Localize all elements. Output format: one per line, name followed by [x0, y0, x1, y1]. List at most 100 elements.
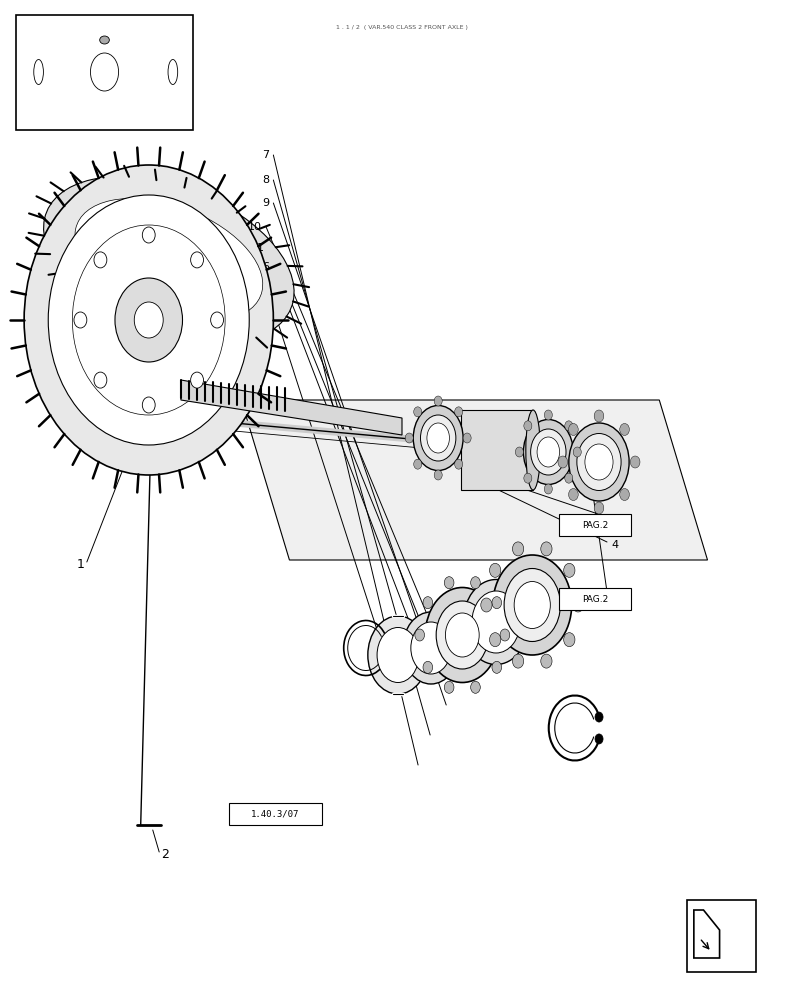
Circle shape	[568, 423, 577, 435]
Circle shape	[444, 681, 454, 693]
Ellipse shape	[492, 555, 571, 655]
Circle shape	[414, 407, 422, 417]
Ellipse shape	[168, 60, 177, 85]
Ellipse shape	[368, 616, 427, 694]
Circle shape	[515, 447, 523, 457]
Text: PAG.2: PAG.2	[581, 520, 607, 530]
Circle shape	[563, 633, 574, 647]
Circle shape	[544, 410, 552, 420]
Circle shape	[540, 542, 552, 556]
Circle shape	[434, 470, 442, 480]
Text: PAG.2: PAG.2	[581, 594, 607, 603]
Circle shape	[564, 473, 572, 483]
Polygon shape	[181, 380, 402, 435]
Bar	[687, 900, 755, 972]
Ellipse shape	[425, 587, 499, 682]
Circle shape	[524, 421, 532, 431]
Circle shape	[540, 654, 552, 668]
Circle shape	[190, 252, 203, 268]
Circle shape	[480, 598, 491, 612]
Circle shape	[564, 421, 572, 431]
Polygon shape	[241, 400, 707, 560]
Ellipse shape	[34, 60, 43, 85]
Circle shape	[94, 372, 107, 388]
Ellipse shape	[584, 444, 613, 480]
Text: 6: 6	[262, 262, 269, 272]
Bar	[16, 15, 193, 130]
Circle shape	[94, 252, 107, 268]
Circle shape	[210, 312, 223, 328]
Circle shape	[568, 489, 577, 501]
Polygon shape	[460, 410, 532, 490]
Ellipse shape	[43, 177, 294, 343]
Ellipse shape	[90, 53, 119, 91]
Circle shape	[142, 227, 155, 243]
Ellipse shape	[577, 434, 620, 490]
Ellipse shape	[413, 406, 463, 471]
Ellipse shape	[84, 44, 124, 100]
Text: 8: 8	[262, 175, 269, 185]
Circle shape	[489, 563, 500, 577]
Text: 1 . 1 / 2  ( VAR.540 CLASS 2 FRONT AXLE ): 1 . 1 / 2 ( VAR.540 CLASS 2 FRONT AXLE )	[336, 25, 467, 30]
Ellipse shape	[525, 410, 540, 490]
Circle shape	[557, 456, 567, 468]
Circle shape	[444, 577, 454, 589]
Circle shape	[594, 734, 602, 744]
Text: 1: 1	[76, 558, 84, 572]
Text: 4: 4	[610, 540, 618, 550]
Bar	[558, 588, 630, 610]
Ellipse shape	[463, 580, 528, 664]
Circle shape	[115, 278, 182, 362]
Circle shape	[134, 302, 163, 338]
Circle shape	[414, 629, 424, 641]
Circle shape	[619, 423, 629, 435]
Ellipse shape	[377, 628, 418, 682]
Ellipse shape	[30, 52, 47, 92]
Circle shape	[24, 165, 273, 475]
Text: 10: 10	[248, 222, 262, 232]
Circle shape	[405, 433, 413, 443]
Circle shape	[470, 681, 479, 693]
Circle shape	[593, 502, 603, 514]
Circle shape	[573, 447, 581, 457]
Ellipse shape	[536, 437, 559, 467]
Circle shape	[454, 407, 462, 417]
Text: 11: 11	[251, 243, 265, 253]
Ellipse shape	[75, 198, 263, 322]
Circle shape	[422, 597, 432, 609]
Circle shape	[512, 542, 523, 556]
Circle shape	[619, 489, 629, 501]
Text: 1.40.3/07: 1.40.3/07	[251, 810, 299, 818]
Circle shape	[563, 563, 574, 577]
Ellipse shape	[420, 415, 455, 461]
Ellipse shape	[410, 622, 450, 674]
Circle shape	[422, 661, 432, 673]
Ellipse shape	[164, 52, 181, 92]
Ellipse shape	[435, 601, 487, 669]
Bar	[558, 514, 630, 536]
Circle shape	[454, 459, 462, 469]
Circle shape	[142, 397, 155, 413]
Circle shape	[48, 195, 249, 445]
Circle shape	[74, 312, 87, 328]
Circle shape	[470, 577, 479, 589]
Ellipse shape	[402, 612, 459, 684]
Text: 2: 2	[161, 848, 169, 861]
Circle shape	[544, 484, 552, 494]
Circle shape	[190, 372, 203, 388]
Circle shape	[524, 473, 532, 483]
Ellipse shape	[100, 36, 109, 44]
Circle shape	[572, 598, 583, 612]
Circle shape	[489, 633, 500, 647]
Circle shape	[491, 597, 501, 609]
Circle shape	[512, 654, 523, 668]
Circle shape	[594, 712, 602, 722]
Ellipse shape	[514, 582, 550, 629]
Text: 3: 3	[610, 515, 618, 525]
Circle shape	[434, 396, 442, 406]
Circle shape	[414, 459, 422, 469]
Ellipse shape	[569, 423, 628, 501]
Circle shape	[499, 629, 509, 641]
Circle shape	[491, 661, 501, 673]
Ellipse shape	[523, 420, 573, 485]
